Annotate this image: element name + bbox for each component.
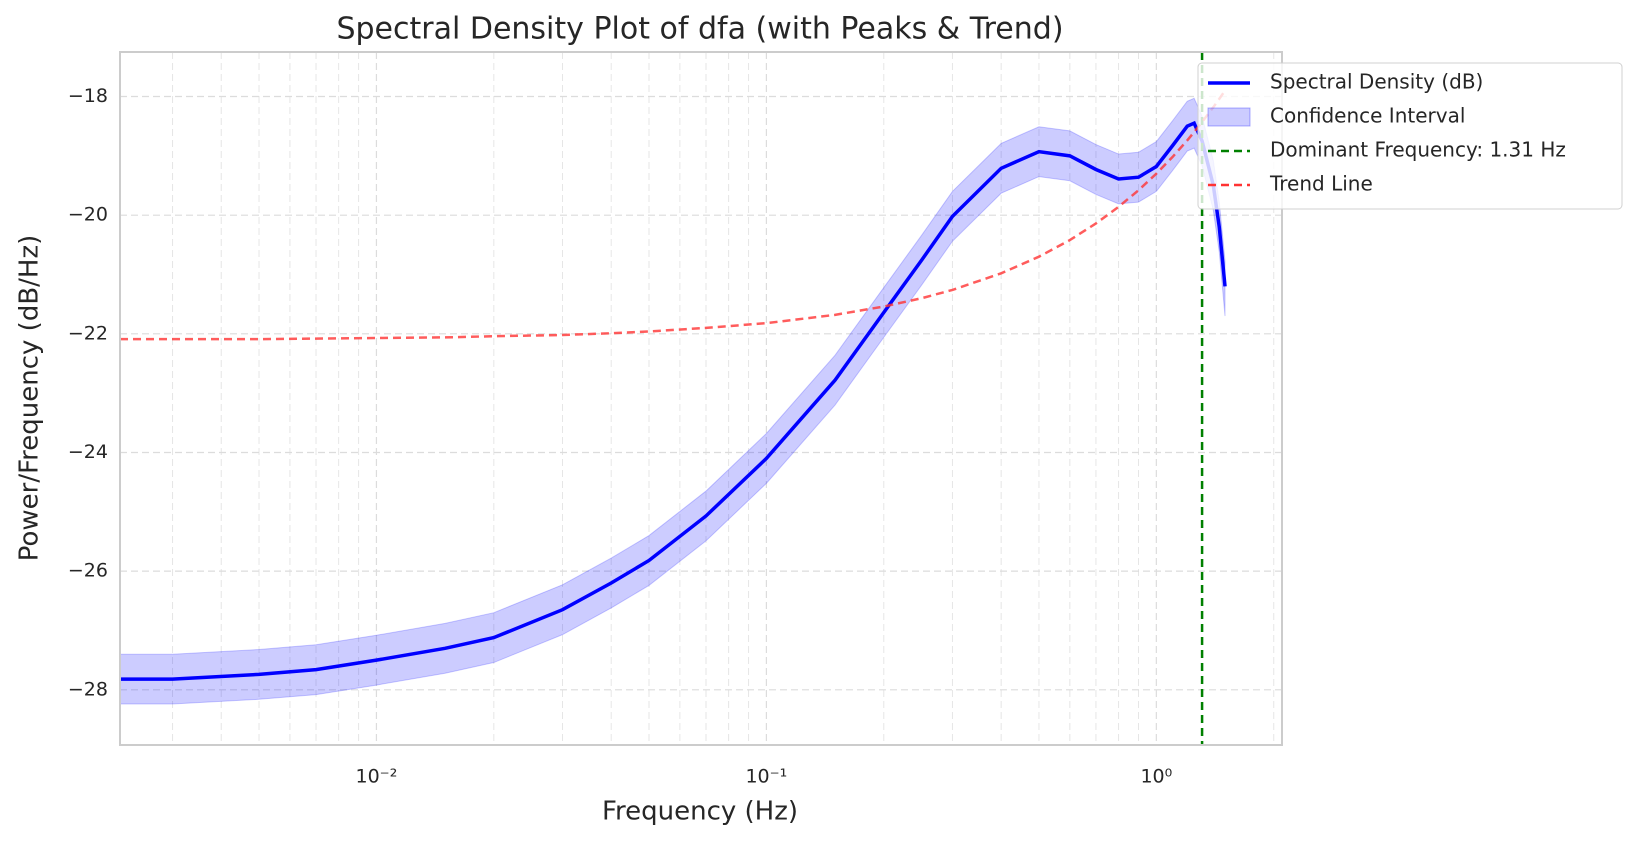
chart-title: Spectral Density Plot of dfa (with Peaks… bbox=[336, 12, 1063, 47]
data-line bbox=[120, 89, 1227, 341]
x-tick-label: 10⁻² bbox=[356, 766, 398, 788]
y-tick-label: −20 bbox=[68, 204, 108, 226]
y-tick-label: −18 bbox=[68, 85, 108, 107]
x-axis-label: Frequency (Hz) bbox=[602, 797, 798, 827]
y-tick-label: −24 bbox=[68, 441, 108, 463]
legend-label: Dominant Frequency: 1.31 Hz bbox=[1270, 138, 1566, 162]
axes-frame bbox=[119, 51, 1283, 746]
plot-area bbox=[120, 52, 1227, 745]
x-tick-label: 10⁰ bbox=[1140, 766, 1172, 788]
legend-label: Spectral Density (dB) bbox=[1270, 70, 1483, 94]
y-tick-label: −28 bbox=[68, 678, 108, 700]
legend-label: Trend Line bbox=[1269, 172, 1373, 196]
y-axis-label: Power/Frequency (dB/Hz) bbox=[15, 235, 45, 562]
legend-swatch bbox=[1207, 107, 1251, 127]
legend-box bbox=[1197, 62, 1623, 210]
legend-label: Confidence Interval bbox=[1270, 104, 1465, 128]
y-tick-label: −26 bbox=[68, 560, 108, 582]
x-tick-label: 10⁻¹ bbox=[745, 766, 787, 788]
data-line bbox=[120, 120, 1227, 681]
confidence-band bbox=[120, 97, 1226, 705]
y-tick-label: −22 bbox=[68, 322, 108, 344]
